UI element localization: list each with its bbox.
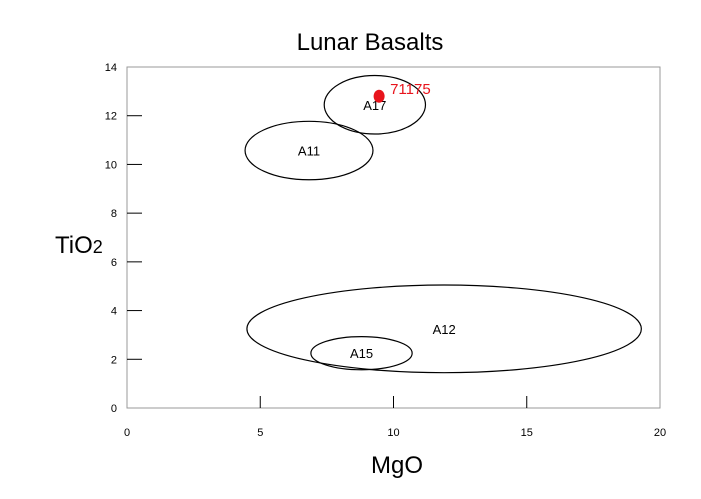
field-label: A15 (350, 346, 373, 361)
y-axis-label: TiO2 (55, 232, 103, 259)
field-a17 (323, 74, 427, 135)
y-tick-label: 6 (111, 257, 117, 269)
data-point (373, 89, 385, 103)
plot-frame (126, 66, 661, 409)
field-a11 (244, 120, 374, 181)
y-tick-label: 12 (105, 111, 117, 123)
y-tick-label: 10 (105, 159, 117, 171)
y-tick-label: 2 (111, 354, 117, 366)
field-a12 (246, 284, 642, 374)
y-tick-label: 14 (105, 62, 117, 74)
x-tick-label: 5 (257, 427, 263, 439)
x-tick-label: 20 (654, 427, 666, 439)
x-axis-label: MgO (371, 452, 423, 479)
y-tick-label: 4 (111, 306, 117, 318)
field-a15 (310, 336, 413, 371)
x-tick-label: 0 (124, 427, 130, 439)
x-tick-label: 15 (521, 427, 533, 439)
y-tick-label: 8 (111, 208, 117, 220)
field-label: A12 (433, 322, 456, 337)
chart-title: Lunar Basalts (297, 29, 444, 56)
x-tick-label: 10 (387, 427, 399, 439)
point-label: 71175 (390, 81, 431, 98)
field-label: A11 (298, 144, 320, 159)
y-tick-label: 0 (111, 403, 117, 415)
